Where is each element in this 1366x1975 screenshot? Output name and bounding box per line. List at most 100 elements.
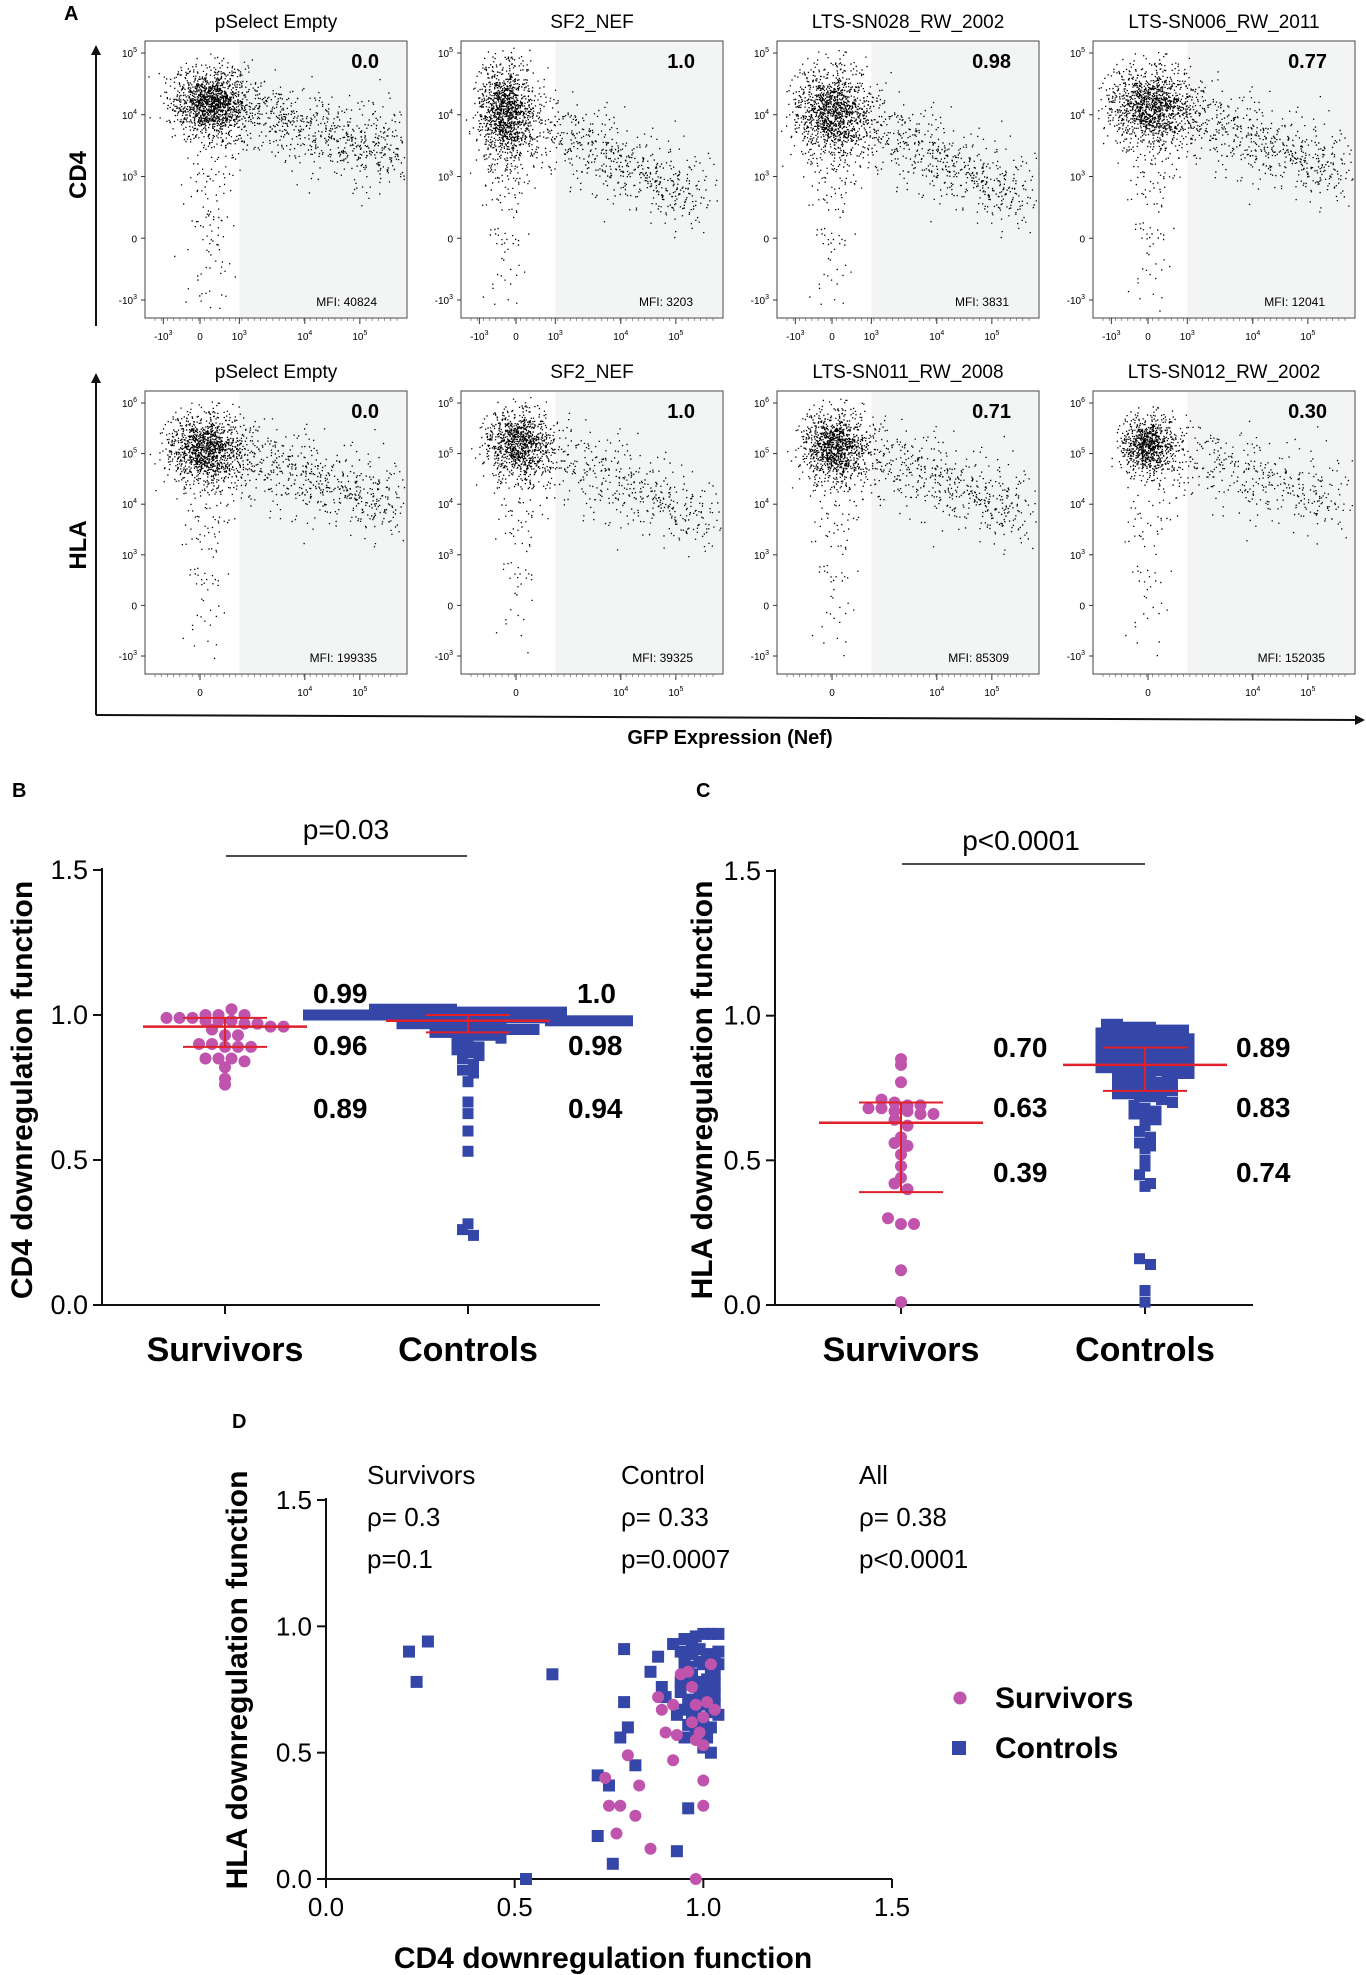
x-tick-label: -103 [154,330,172,343]
d-survivor-point [652,1691,665,1704]
d-annotation-control-title: Control [621,1460,705,1490]
y-tick-label: 0 [763,234,769,245]
control-point [1183,1033,1195,1045]
control-point [1101,1018,1112,1030]
control-point [1123,1070,1134,1082]
y-tick-label: 0 [1079,601,1085,612]
flow-plot-title: SF2_NEF [550,12,633,33]
control-point [490,1012,501,1024]
control-point [336,1009,347,1021]
cd4-flow-plot-3: LTS-SN028_RW_2002 0.98 MFI: 3831 105 104 103 0… [751,12,1040,343]
d-control-point [708,1668,721,1681]
control-point [473,1041,485,1053]
legend-controls-marker [952,1741,966,1755]
d-control-point [591,1830,604,1842]
c-controls-q3-label: 0.89 [1236,1032,1291,1063]
d-survivor-point [633,1779,646,1792]
d-control-point [410,1675,423,1688]
x-tick-label: 105 [668,686,683,699]
control-point [1106,1062,1118,1074]
c-controls-q1-label: 0.74 [1236,1157,1291,1188]
y-tick-label: -103 [119,650,137,663]
control-point [484,1021,496,1033]
control-point [1150,1056,1162,1068]
d-survivor-point [599,1771,612,1784]
gfp-positive-gate [555,42,722,317]
mfi-value: MFI: 152035 [1258,651,1326,665]
x-tick-label: 0 [829,688,835,699]
x-tick-label: 0 [1145,332,1151,343]
control-point [1095,1027,1107,1039]
y-tick-label: 103 [438,171,453,184]
b-survivors-median-label: 0.96 [313,1030,368,1061]
control-point [424,1003,435,1015]
survivor-point [225,1003,238,1016]
gfp-positive-gate [1187,392,1354,673]
control-point [451,1044,463,1056]
control-point [1139,1296,1151,1308]
control-point [413,1003,424,1015]
d-control-point [652,1650,665,1663]
control-point [462,1108,474,1120]
survivor-point [232,1029,244,1042]
d-control-point [618,1696,631,1709]
d-survivor-point [697,1774,710,1787]
control-point [1150,1047,1162,1059]
survivor-point [895,1058,907,1071]
panel-letter-a: A [64,3,78,25]
x-tick-label: 105 [984,330,999,343]
d-survivor-point [603,1799,615,1812]
c-category-controls: Controls [1075,1331,1215,1369]
survivor-point [888,1113,901,1126]
d-survivor-point [689,1734,702,1746]
d-survivor-point [701,1696,714,1709]
hla-flow-plot-1: pSelect Empty 0.0 MFI: 199335 106 105 104 103 0… [119,362,408,699]
d-y-tick-label: 1.5 [276,1485,312,1515]
control-point [457,1053,468,1064]
control-point [369,1003,380,1015]
d-survivor-point [686,1681,698,1693]
b-controls-q1-label: 0.94 [568,1093,623,1124]
y-tick-label: 1.0 [50,1000,88,1030]
flow-plot-title: pSelect Empty [215,362,338,383]
control-point [506,1024,518,1035]
y-tick-label: 104 [754,498,769,511]
control-point [1145,1259,1156,1270]
flow-plots: pSelect Empty 0.0 MFI: 40824 105 104 103 0 -103… [119,12,1356,699]
d-control-point [682,1802,695,1815]
y-tick-label: -103 [1067,294,1085,307]
control-point [446,1012,457,1024]
c-survivors-median-label: 0.63 [993,1092,1048,1123]
control-point [523,1012,534,1024]
d-survivor-point [629,1809,642,1822]
control-point [1128,1047,1140,1059]
d-y-tick-label: 1.0 [276,1611,312,1641]
control-point [1150,1114,1162,1126]
control-point [473,1050,485,1062]
control-point [457,1006,468,1018]
control-point [1134,1082,1145,1094]
legend-controls-label: Controls [995,1732,1118,1765]
control-point [1117,1053,1129,1065]
y-tick-label: 0.0 [723,1290,761,1320]
c-category-survivors: Survivors [823,1331,980,1369]
mfi-value: MFI: 85309 [948,651,1009,665]
d-control-point [701,1683,714,1696]
y-tick-label: 105 [1070,47,1085,60]
d-survivor-point [689,1698,702,1711]
legend-survivors-label: Survivors [995,1682,1133,1715]
x-tick-label: 104 [1245,330,1260,343]
control-point [462,1218,474,1230]
control-point [457,1012,468,1024]
event-dots [471,397,722,654]
survivor-point [206,1023,218,1036]
control-point [314,1009,325,1021]
control-point [358,1009,369,1021]
cd4-dot-plot: CD4 downregulation function Survivors Co… [6,814,633,1369]
control-point [556,1006,567,1018]
survivor-point [212,1052,225,1065]
x-tick-label: 0 [197,688,203,699]
y-tick-label: 105 [438,448,453,461]
y-tick-label: -103 [435,294,453,307]
control-point [1167,1024,1178,1036]
